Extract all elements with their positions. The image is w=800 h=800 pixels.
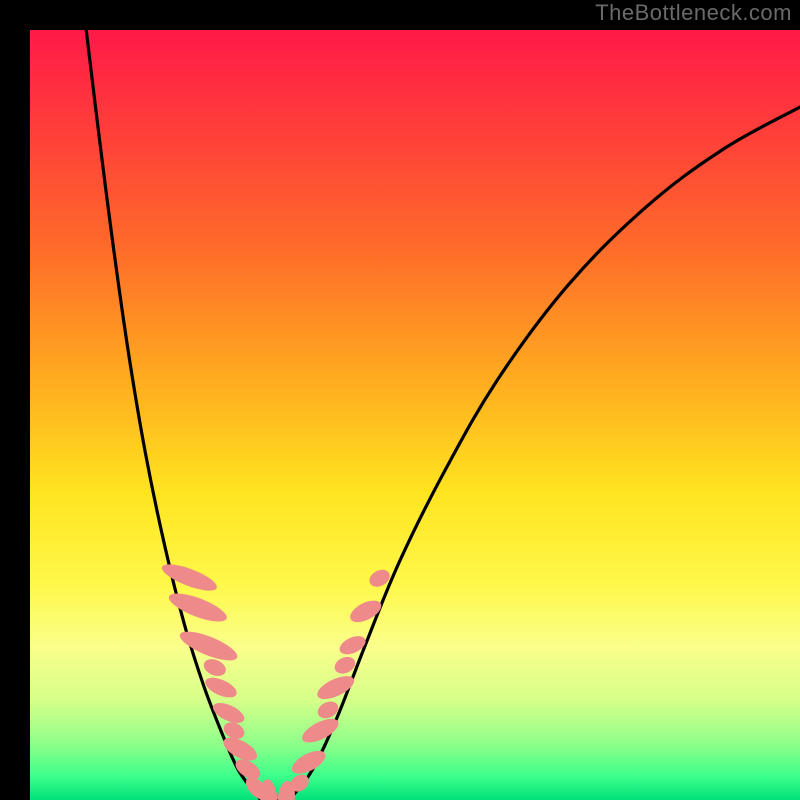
watermark-text: TheBottleneck.com <box>595 0 792 26</box>
plot-area <box>30 30 800 800</box>
chart-container: TheBottleneck.com <box>0 0 800 800</box>
